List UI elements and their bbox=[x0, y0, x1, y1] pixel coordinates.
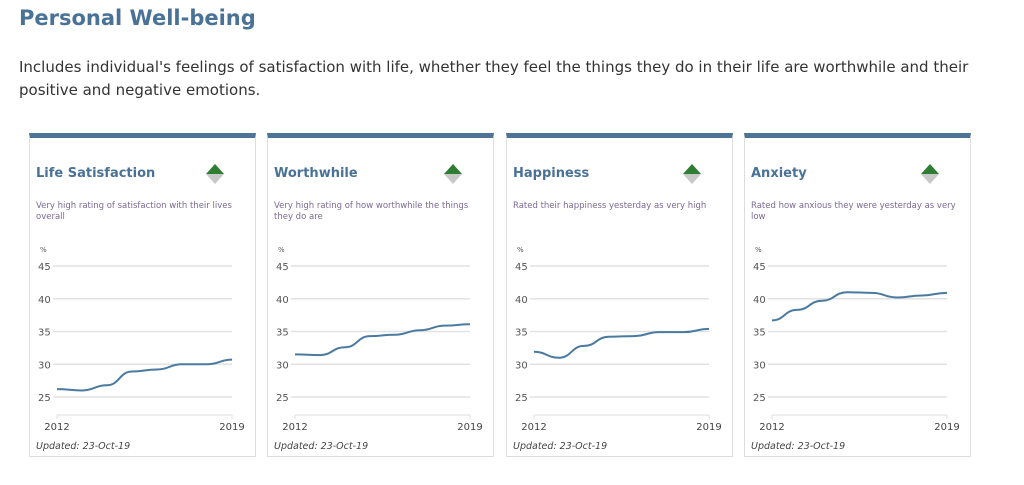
y-tick-label: 25 bbox=[38, 393, 51, 404]
card-description: Very high rating of how worthwhile the t… bbox=[274, 201, 469, 222]
y-tick-label: 35 bbox=[753, 328, 766, 339]
x-tick-label: 2019 bbox=[696, 422, 721, 433]
unit-label: % bbox=[40, 246, 47, 254]
series-line bbox=[294, 323, 471, 357]
line-chart: % 45 40 35 30 25 2012 2019 bbox=[753, 246, 960, 433]
x-tick-label: 2019 bbox=[934, 422, 959, 433]
line-chart: % 45 40 35 30 25 2012 2019 bbox=[38, 246, 245, 433]
y-tick-label: 30 bbox=[753, 360, 766, 371]
x-tick-label: 2019 bbox=[457, 422, 482, 433]
updated-date: Updated: 23-Oct-19 bbox=[513, 441, 608, 452]
updated-date: Updated: 23-Oct-19 bbox=[274, 441, 369, 452]
trend-up-icon bbox=[683, 164, 701, 184]
y-tick-label: 35 bbox=[515, 328, 528, 339]
unit-label: % bbox=[278, 246, 285, 254]
y-tick-label: 40 bbox=[753, 295, 766, 306]
series-line bbox=[56, 358, 233, 392]
card-title: Worthwhile bbox=[274, 166, 358, 181]
y-tick-label: 40 bbox=[515, 295, 528, 306]
y-tick-label: 45 bbox=[753, 262, 766, 273]
y-tick-label: 45 bbox=[38, 262, 51, 273]
y-tick-label: 40 bbox=[276, 295, 289, 306]
unit-label: % bbox=[755, 246, 762, 254]
indicator-card[interactable]: Happiness Rated their happiness yesterda… bbox=[506, 133, 733, 457]
y-tick-label: 45 bbox=[515, 262, 528, 273]
y-tick-label: 30 bbox=[38, 360, 51, 371]
page-description: Includes individual's feelings of satisf… bbox=[19, 58, 969, 99]
indicator-card[interactable]: Worthwhile Very high rating of how worth… bbox=[267, 133, 494, 457]
page-title: Personal Well-being bbox=[19, 6, 256, 30]
updated-date: Updated: 23-Oct-19 bbox=[36, 441, 131, 452]
y-tick-label: 25 bbox=[276, 393, 289, 404]
y-tick-label: 40 bbox=[38, 295, 51, 306]
updated-date: Updated: 23-Oct-19 bbox=[751, 441, 846, 452]
card-title: Anxiety bbox=[751, 166, 807, 181]
y-tick-label: 30 bbox=[276, 360, 289, 371]
y-tick-label: 30 bbox=[515, 360, 528, 371]
card-description: Rated how anxious they were yesterday as… bbox=[751, 201, 956, 222]
x-tick-label: 2012 bbox=[282, 422, 307, 433]
x-tick-label: 2012 bbox=[44, 422, 69, 433]
trend-up-icon bbox=[444, 164, 462, 184]
line-chart: % 45 40 35 30 25 2012 2019 bbox=[276, 246, 483, 433]
card-description: Very high rating of satisfaction with th… bbox=[36, 201, 232, 222]
y-tick-label: 25 bbox=[753, 393, 766, 404]
line-chart: % 45 40 35 30 25 2012 2019 bbox=[515, 246, 722, 433]
x-tick-label: 2019 bbox=[219, 422, 244, 433]
unit-label: % bbox=[517, 246, 524, 254]
y-tick-label: 45 bbox=[276, 262, 289, 273]
card-title: Happiness bbox=[513, 166, 590, 181]
indicator-card[interactable]: Anxiety Rated how anxious they were yest… bbox=[744, 133, 971, 457]
series-line bbox=[533, 327, 710, 359]
series-line bbox=[771, 291, 948, 322]
indicator-card[interactable]: Life Satisfaction Very high rating of sa… bbox=[29, 133, 256, 457]
y-tick-label: 25 bbox=[515, 393, 528, 404]
trend-up-icon bbox=[921, 164, 939, 184]
y-tick-label: 35 bbox=[38, 328, 51, 339]
card-description: Rated their happiness yesterday as very … bbox=[513, 201, 707, 211]
y-tick-label: 35 bbox=[276, 328, 289, 339]
x-tick-label: 2012 bbox=[759, 422, 784, 433]
x-tick-label: 2012 bbox=[521, 422, 546, 433]
card-title: Life Satisfaction bbox=[36, 166, 156, 181]
trend-up-icon bbox=[206, 164, 224, 184]
